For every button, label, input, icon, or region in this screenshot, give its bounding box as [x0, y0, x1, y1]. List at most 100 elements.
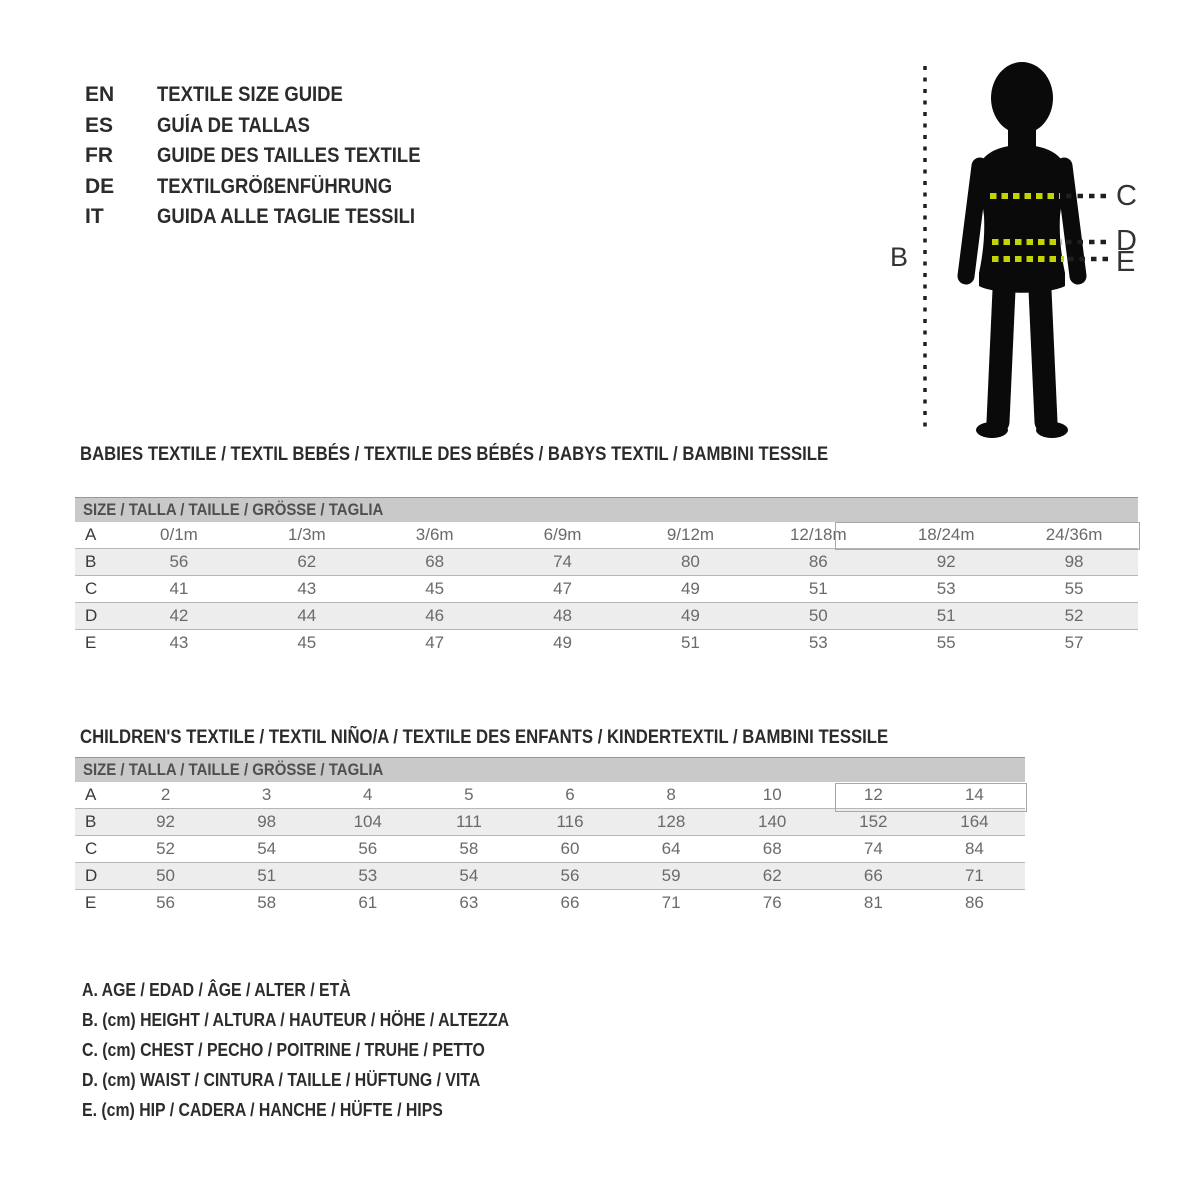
size-cell: 56 [358, 839, 378, 858]
table-row-a: A 2 3 4 5 6 8 10 12 14 [75, 782, 1025, 809]
size-cell: 1/3m [287, 525, 326, 544]
language-code: ES [85, 113, 114, 137]
size-cell: 43 [169, 633, 189, 652]
size-cell: 80 [680, 552, 700, 571]
size-cell: 8 [666, 785, 676, 804]
babies-selected-size-highlight [835, 522, 1140, 550]
size-cell: 62 [762, 866, 782, 885]
legend-line: A. AGE / EDAD / ÂGE / ALTER / ETÀ [82, 975, 567, 1005]
size-cell: 152 [859, 812, 888, 831]
legend-text: E. (cm) HIP / CADERA / HANCHE / HÜFTE / … [82, 1099, 443, 1120]
legend-text: B. (cm) HEIGHT / ALTURA / HAUTEUR / HÖHE… [82, 1009, 510, 1030]
size-cell: 68 [762, 839, 782, 858]
size-cell: 51 [257, 866, 277, 885]
size-cell: 56 [169, 552, 189, 571]
size-cell: 47 [425, 633, 445, 652]
row-label: C [85, 579, 98, 598]
size-cell: 54 [459, 866, 479, 885]
language-code: DE [85, 174, 115, 198]
size-cell: 3 [261, 785, 272, 804]
babies-section-heading: BABIES TEXTILE / TEXTIL BEBÉS / TEXTILE … [80, 444, 930, 466]
size-cell: 14 [964, 785, 984, 804]
children-section-heading: CHILDREN'S TEXTILE / TEXTIL NIÑO/A / TEX… [80, 727, 998, 749]
row-label: A [85, 525, 97, 544]
child-silhouette [957, 62, 1087, 438]
legend-line: C. (cm) CHEST / PECHO / POITRINE / TRUHE… [82, 1035, 567, 1065]
size-cell: 49 [680, 579, 700, 598]
size-cell: 60 [560, 839, 580, 858]
guide-title: TEXTILGRÖßENFÜHRUNG [157, 174, 393, 198]
size-cell: 74 [553, 552, 573, 571]
size-cell: 55 [1064, 579, 1084, 598]
measurement-legend: A. AGE / EDAD / ÂGE / ALTER / ETÀ B. (cm)… [82, 975, 567, 1125]
size-cell: 98 [257, 812, 277, 831]
table-row-e: E 43 45 47 49 51 53 55 57 [75, 630, 1138, 657]
size-cell: 104 [353, 812, 382, 831]
size-cell: 57 [1064, 633, 1084, 652]
row-label: A [85, 785, 97, 804]
size-cell: 53 [808, 633, 828, 652]
size-cell: 51 [680, 633, 700, 652]
guide-title: GUIDE DES TAILLES TEXTILE [157, 144, 421, 168]
babies-table-header-bar: SIZE / TALLA / TAILLE / GRÖSSE / TAGLIA [75, 497, 1138, 522]
size-cell: 111 [455, 812, 482, 831]
language-code: IT [85, 205, 104, 229]
size-cell: 48 [553, 606, 573, 625]
guide-title: GUÍA DE TALLAS [157, 113, 310, 137]
size-cell: 58 [459, 839, 479, 858]
legend-line: D. (cm) WAIST / CINTURA / TAILLE / HÜFTU… [82, 1065, 567, 1095]
children-section-title: CHILDREN'S TEXTILE / TEXTIL NIÑO/A / TEX… [80, 727, 889, 748]
table-row-e: E 56 58 61 63 66 71 76 81 86 [75, 890, 1025, 917]
size-cell: 86 [964, 893, 984, 912]
size-cell: 51 [936, 606, 956, 625]
table-row-a: A 0/1m 1/3m 3/6m 6/9m 9/12m 12/18m 18/24m 24/36m [75, 522, 1138, 549]
row-label: B [85, 812, 97, 831]
size-cell: 5 [464, 785, 474, 804]
size-cell: 116 [556, 812, 584, 831]
row-label: D [85, 606, 98, 625]
size-cell: 128 [656, 812, 686, 831]
size-cell: 10 [762, 785, 782, 804]
size-cell: 92 [156, 812, 176, 831]
babies-section-title: BABIES TEXTILE / TEXTIL BEBÉS / TEXTILE … [80, 444, 829, 465]
language-code: EN [85, 83, 115, 107]
size-cell: 6 [565, 785, 575, 804]
row-label: C [85, 839, 98, 858]
legend-text: A. AGE / EDAD / ÂGE / ALTER / ETÀ [82, 979, 351, 1000]
size-cell: 71 [964, 866, 984, 885]
chest-label: C [1116, 180, 1137, 212]
hip-label: E [1116, 246, 1135, 278]
size-cell: 98 [1064, 552, 1084, 571]
language-code: FR [85, 144, 113, 168]
size-header-label: SIZE / TALLA / TAILLE / GRÖSSE / TAGLIA [83, 500, 384, 519]
size-cell: 46 [425, 606, 445, 625]
table-row-d: D 50 51 53 54 56 59 62 66 71 [75, 862, 1025, 890]
size-cell: 12/18m [789, 525, 847, 544]
size-cell: 45 [425, 579, 445, 598]
babies-table: A 0/1m 1/3m 3/6m 6/9m 9/12m 12/18m 18/24m 24/36m… [75, 522, 1138, 656]
legend-line: E. (cm) HIP / CADERA / HANCHE / HÜFTE / … [82, 1095, 567, 1125]
size-cell: 58 [257, 893, 277, 912]
size-cell: 49 [680, 606, 700, 625]
row-label: E [85, 633, 97, 652]
size-cell: 68 [425, 552, 445, 571]
row-label: E [85, 893, 97, 912]
row-label: D [85, 866, 98, 885]
language-row-de: DE TEXTILGRÖßENFÜHRUNG [85, 172, 456, 203]
size-cell: 62 [297, 552, 317, 571]
size-cell: 55 [936, 633, 956, 652]
size-cell: 45 [297, 633, 317, 652]
children-table: A 2 3 4 5 6 8 10 12 14 B 92 98 104 111 116 128 140 152 164 C… [75, 782, 1025, 916]
table-row-b: B 92 98 104 111 116 128 140 152 164 [75, 808, 1025, 836]
size-cell: 140 [758, 812, 787, 831]
size-cell: 18/24m [917, 525, 975, 544]
size-cell: 50 [156, 866, 176, 885]
size-cell: 64 [661, 839, 681, 858]
language-title-list: EN TEXTILE SIZE GUIDE ES GUÍA DE TALLAS FR GU… [85, 80, 456, 233]
size-cell: 2 [160, 785, 171, 804]
size-cell: 84 [964, 839, 984, 858]
legend-text: D. (cm) WAIST / CINTURA / TAILLE / HÜFTU… [82, 1069, 481, 1090]
language-row-en: EN TEXTILE SIZE GUIDE [85, 80, 456, 111]
size-cell: 74 [863, 839, 883, 858]
